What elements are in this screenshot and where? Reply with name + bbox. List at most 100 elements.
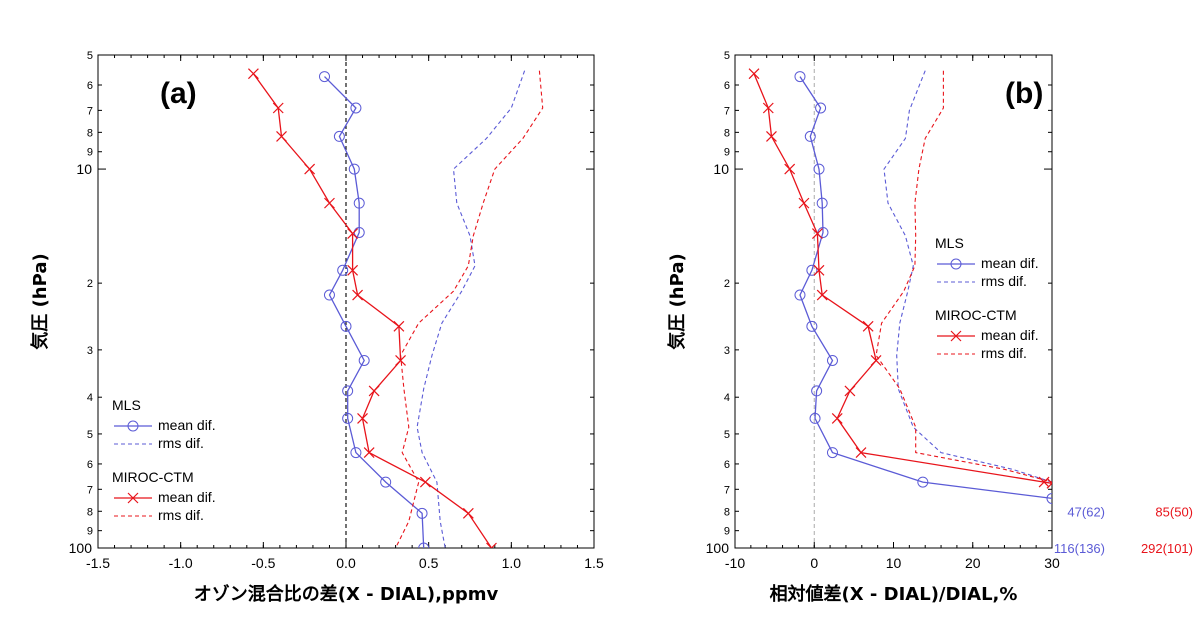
x-tick-label: 1.5 — [584, 555, 604, 571]
data-point-miroc — [766, 130, 777, 142]
data-point-miroc — [784, 163, 796, 175]
y-minor-tick-label: 9 — [724, 147, 730, 159]
data-point-mls — [809, 412, 821, 424]
x-tick-label: -1.0 — [169, 555, 193, 571]
legend-group-title: MIROC-CTM — [112, 469, 194, 485]
x-axis: -1.5 -1.0 -0.5 0.0 0.5 1.0 1.5 — [86, 55, 604, 571]
x-tick-label: -1.5 — [86, 555, 110, 571]
y-minor-tick-label: 6 — [87, 80, 93, 92]
series-line-mls-rms — [416, 70, 526, 548]
data-point-miroc — [247, 68, 259, 80]
data-point-miroc — [486, 542, 497, 548]
y-minor-tick-label: 7 — [87, 484, 93, 496]
data-point-mls — [337, 264, 349, 276]
x-axis-title: 相対値差(X - DIAL)/DIAL,% — [770, 583, 1018, 605]
y-minor-tick-label: 5 — [87, 50, 93, 62]
data-point-mls — [813, 163, 825, 175]
data-point-mls — [816, 197, 828, 209]
data-point-miroc — [870, 355, 882, 366]
series-line-miroc-rms — [395, 70, 544, 548]
legend-group-title: MIROC-CTM — [935, 307, 1017, 323]
data-point-mls — [323, 289, 335, 301]
series-line-miroc-rms — [875, 70, 1052, 483]
offscale-label-miroc: 85(50) — [1155, 504, 1193, 519]
legend: MLS mean dif. rms dif. MIROC-CTM mean dif. rm… — [112, 397, 216, 523]
y-minor-tick-label: 8 — [724, 127, 730, 139]
panel-a: -1.5 -1.0 -0.5 0.0 0.5 1.0 1.5 10 100 5 6 7 8 9 2 3 4 5 6 7… — [29, 50, 604, 605]
data-point-miroc — [347, 264, 359, 276]
y-minor-tick-label: 4 — [87, 392, 93, 404]
y-minor-tick-label: 8 — [87, 127, 93, 139]
data-point-miroc — [462, 507, 474, 519]
offscale-labels: 47(62) 85(50) 116(136) 292(101) — [1054, 504, 1193, 556]
data-point-mls — [811, 385, 823, 397]
series-line-mls-mean — [799, 76, 1052, 500]
data-point-mls — [340, 320, 352, 332]
y-minor-tick-label: 8 — [87, 506, 93, 518]
y-minor-tick-label: 3 — [87, 345, 93, 357]
y-minor-tick-label: 2 — [724, 278, 730, 290]
y-minor-tick-label: 6 — [724, 459, 730, 471]
legend-label: rms dif. — [158, 435, 204, 451]
panel-label: (b) — [1005, 77, 1043, 110]
y-minor-tick-label: 5 — [724, 50, 730, 62]
data-point-miroc — [363, 447, 375, 459]
data-point-miroc — [831, 412, 843, 424]
data-point-miroc — [1046, 477, 1052, 489]
y-minor-tick-label: 5 — [724, 429, 730, 441]
legend-label: mean dif. — [981, 255, 1039, 271]
data-point-miroc — [368, 385, 380, 397]
x-tick-label: -10 — [725, 555, 745, 571]
legend-marker-circle — [950, 258, 962, 270]
y-minor-tick-label: 7 — [724, 484, 730, 496]
y-tick-label: 100 — [69, 540, 93, 556]
legend-group-title: MLS — [935, 235, 964, 251]
data-point-miroc — [811, 228, 823, 240]
data-point-miroc — [748, 68, 760, 80]
legend-group-title: MLS — [112, 397, 141, 413]
data-point-miroc — [304, 163, 316, 175]
data-point-mls — [917, 476, 929, 488]
legend-label: mean dif. — [158, 417, 216, 433]
data-point-miroc — [419, 476, 431, 488]
legend-label: mean dif. — [158, 489, 216, 505]
legend-label: rms dif. — [981, 273, 1027, 289]
data-point-mls — [380, 476, 392, 488]
legend-marker-cross — [950, 330, 962, 342]
data-point-mls — [794, 71, 806, 83]
data-point-mls — [794, 289, 806, 301]
data-point-miroc — [762, 102, 774, 114]
data-point-miroc — [862, 320, 874, 332]
x-tick-label: 30 — [1044, 555, 1060, 571]
series-line-mls-mean — [324, 76, 425, 548]
data-point-mls — [418, 542, 430, 548]
data-point-miroc — [276, 130, 287, 142]
data-point-mls — [348, 163, 360, 175]
data-point-mls — [826, 447, 838, 459]
x-tick-label: 20 — [965, 555, 981, 571]
y-minor-tick-label: 9 — [87, 526, 93, 538]
y-minor-tick-label: 4 — [724, 392, 730, 404]
data-point-miroc — [816, 289, 828, 301]
x-tick-label: 10 — [886, 555, 902, 571]
y-minor-tick-label: 6 — [724, 80, 730, 92]
offscale-label-miroc: 292(101) — [1141, 541, 1193, 556]
data-point-mls — [358, 354, 370, 366]
data-point-miroc — [395, 355, 406, 366]
data-point-mls — [815, 102, 827, 114]
data-point-miroc — [813, 264, 825, 276]
y-minor-tick-label: 3 — [724, 345, 730, 357]
panel-b: -10 0 10 20 30 10 100 5 6 7 8 9 2 3 4 5 6 7 8 9 相対値差(X - DIA… — [666, 50, 1193, 605]
y-minor-tick-label: 9 — [87, 147, 93, 159]
data-point-miroc — [324, 197, 335, 209]
data-point-mls — [342, 385, 354, 397]
x-tick-label: 0 — [810, 555, 818, 571]
data-point-mls — [333, 130, 345, 142]
data-point-mls — [353, 197, 365, 209]
y-minor-tick-label: 9 — [724, 526, 730, 538]
y-tick-label: 10 — [713, 161, 729, 177]
data-point-mls — [350, 102, 362, 114]
y-axis: 10 100 5 6 7 8 9 2 3 4 5 6 7 8 9 — [69, 50, 594, 556]
legend-label: rms dif. — [981, 345, 1027, 361]
data-point-miroc — [347, 228, 359, 240]
